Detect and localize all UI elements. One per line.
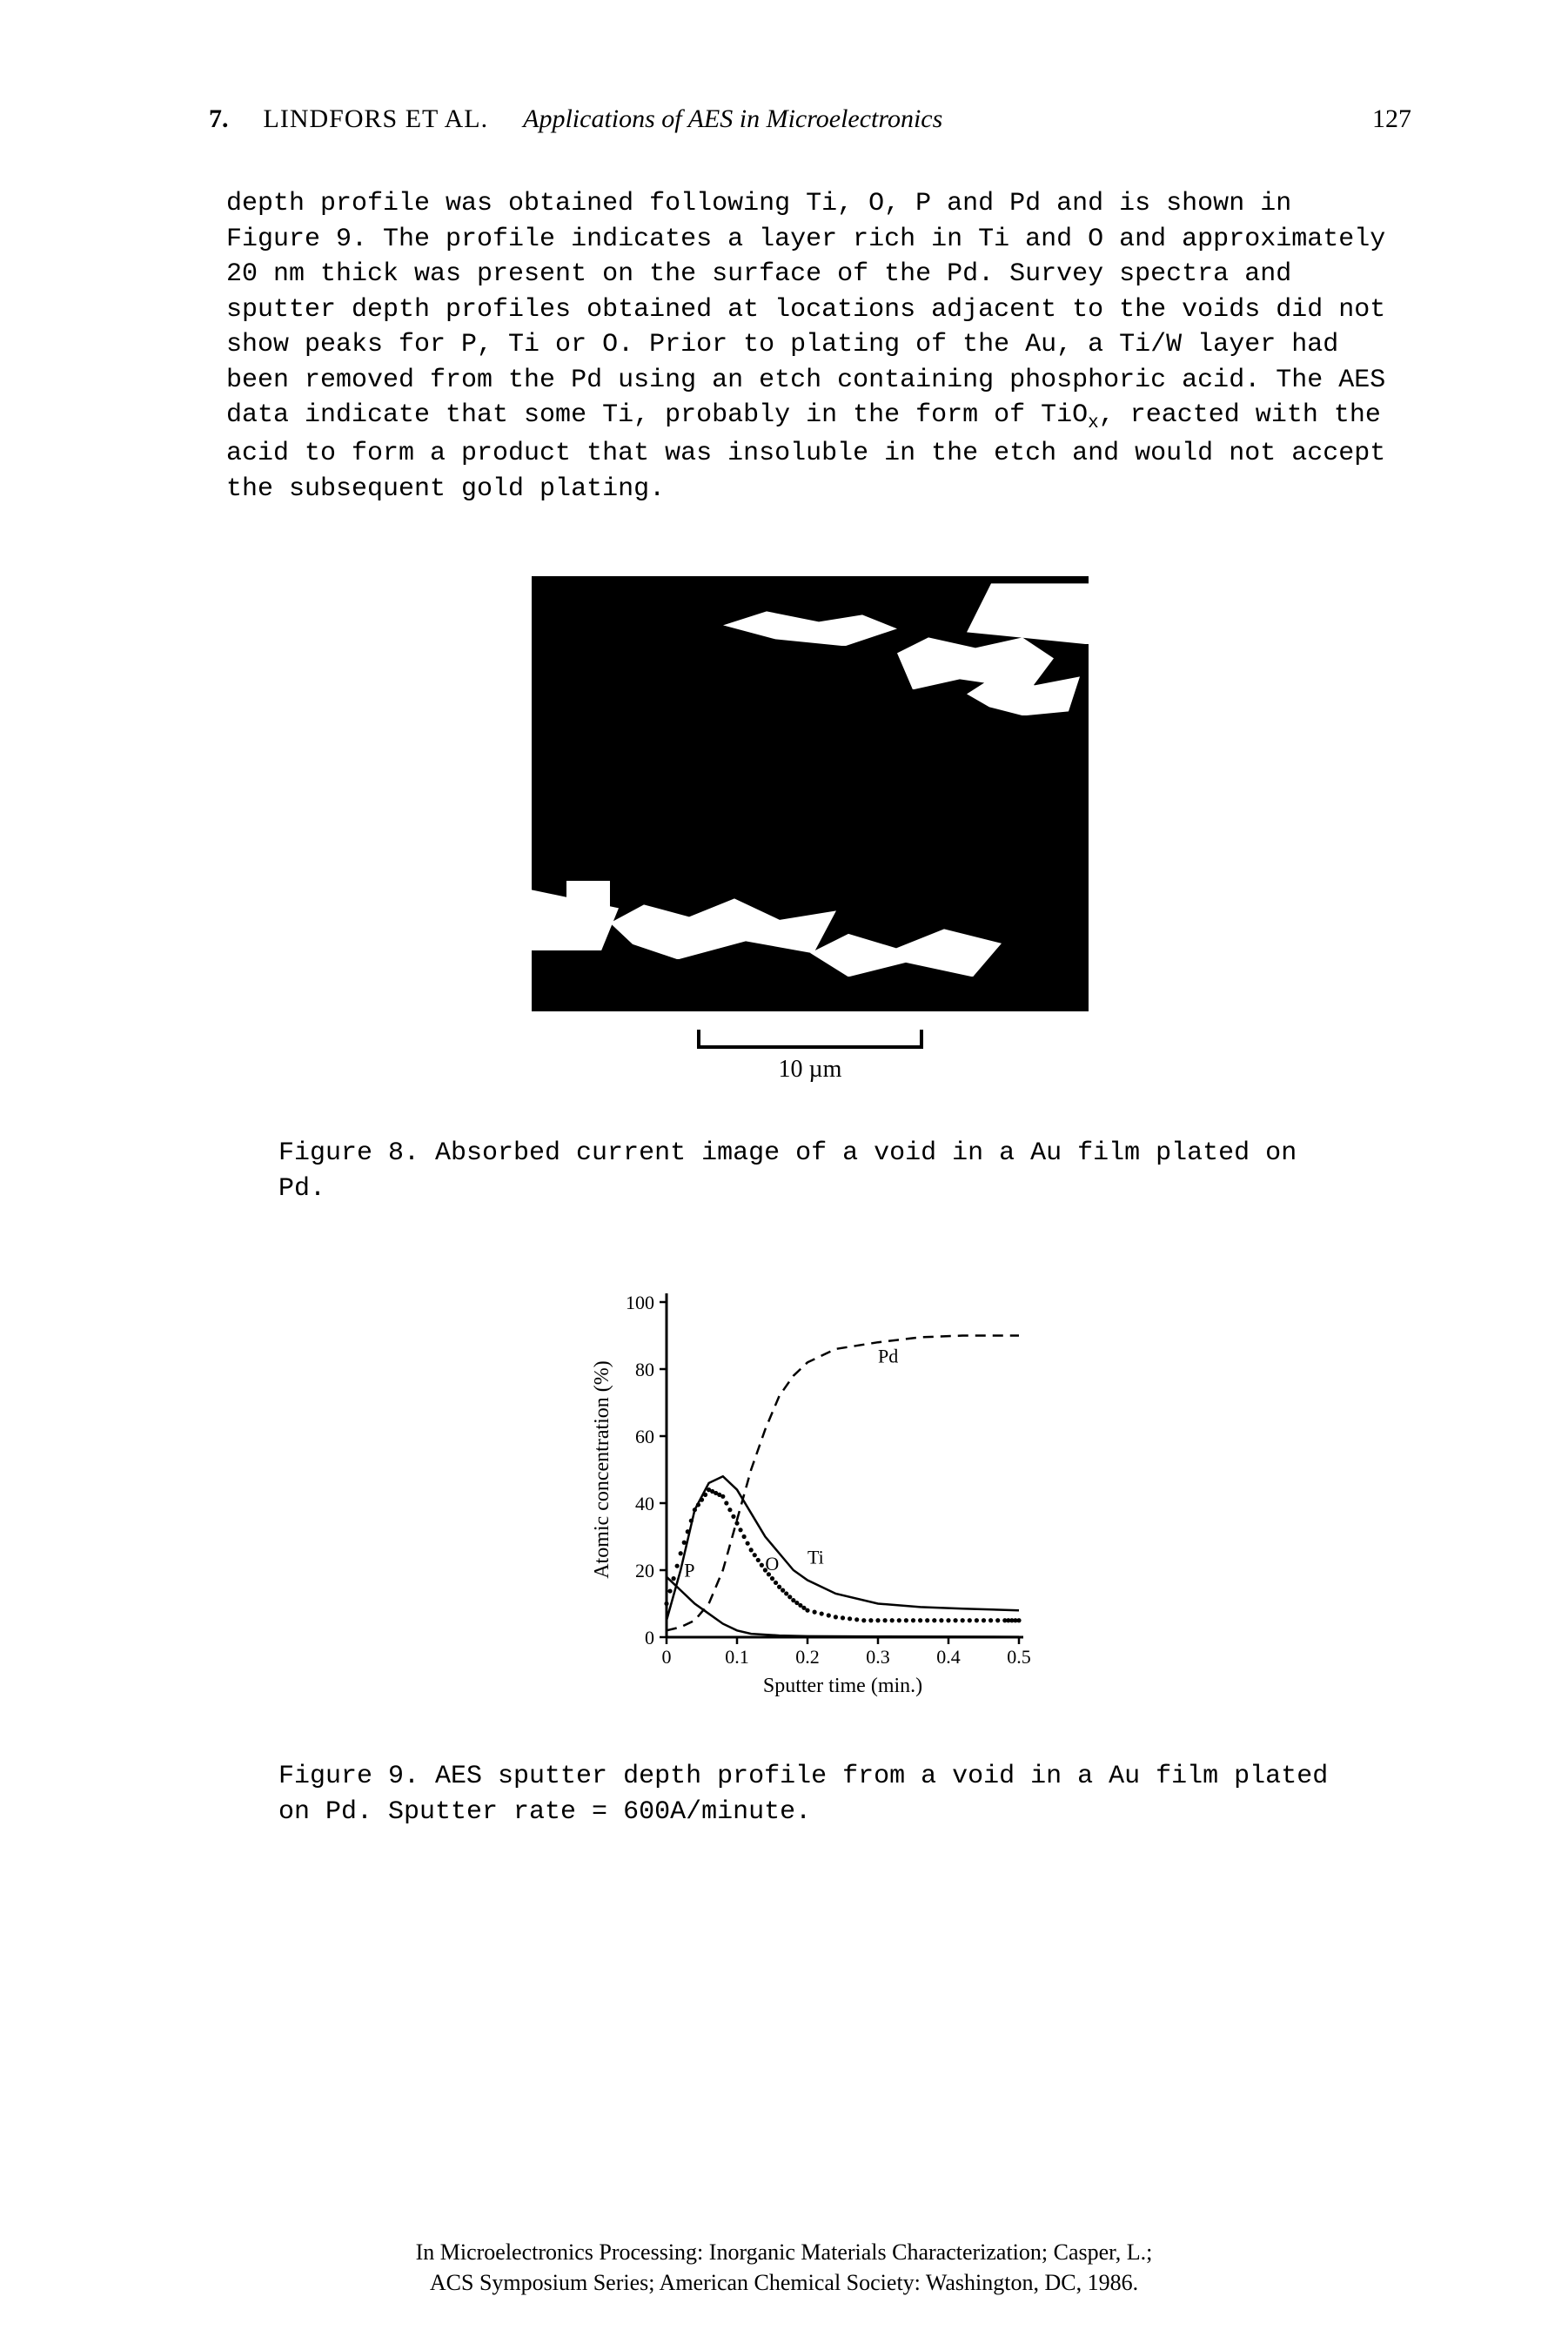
svg-text:80: 80: [635, 1359, 654, 1380]
svg-text:0.2: 0.2: [795, 1646, 820, 1668]
running-header: 7. LINDFORS ET AL. Applications of AES i…: [209, 104, 1411, 134]
chapter-number: 7.: [209, 104, 229, 134]
citation-line-2: ACS Symposium Series; American Chemical …: [430, 2270, 1138, 2295]
header-title: Applications of AES in Microelectronics: [523, 104, 942, 134]
svg-text:0.4: 0.4: [936, 1646, 961, 1668]
svg-text:60: 60: [635, 1426, 654, 1447]
figure-9-caption: Figure 9. AES sputter depth profile from…: [278, 1759, 1342, 1830]
citation-line-1: In Microelectronics Processing: Inorgani…: [416, 2239, 1153, 2265]
svg-text:Sputter time (min.): Sputter time (min.): [763, 1675, 922, 1697]
svg-text:0: 0: [662, 1646, 672, 1668]
figure-9: 0 20 40 60 80 100 0 0.1 0.2 0.3 0.4 0.5 Sputter time…: [209, 1285, 1411, 1707]
svg-text:40: 40: [635, 1493, 654, 1514]
figure-8: 10 µm: [209, 576, 1411, 1084]
page-number: 127: [1372, 104, 1411, 134]
svg-text:20: 20: [635, 1560, 654, 1581]
figure-9-chart: 0 20 40 60 80 100 0 0.1 0.2 0.3 0.4 0.5 Sputter time…: [584, 1285, 1036, 1702]
svg-text:P: P: [684, 1560, 694, 1581]
scalebar-icon: [697, 1030, 923, 1049]
svg-text:0.1: 0.1: [725, 1646, 749, 1668]
svg-text:Pd: Pd: [878, 1346, 898, 1367]
footer-citation: In Microelectronics Processing: Inorgani…: [0, 2237, 1568, 2298]
body-paragraph: depth profile was obtained following Ti,…: [226, 186, 1394, 507]
figure-8-image: [532, 576, 1089, 1011]
svg-text:100: 100: [626, 1292, 654, 1313]
svg-text:Ti: Ti: [807, 1547, 824, 1568]
scalebar-label: 10 µm: [779, 1056, 842, 1083]
svg-text:Atomic concentration (%): Atomic concentration (%): [591, 1361, 613, 1580]
svg-text:O: O: [765, 1553, 779, 1574]
svg-text:0: 0: [645, 1627, 654, 1648]
svg-text:0.5: 0.5: [1007, 1646, 1031, 1668]
header-authors: LINDFORS ET AL.: [264, 104, 489, 134]
svg-text:0.3: 0.3: [866, 1646, 890, 1668]
figure-8-caption: Figure 8. Absorbed current image of a vo…: [278, 1136, 1342, 1206]
